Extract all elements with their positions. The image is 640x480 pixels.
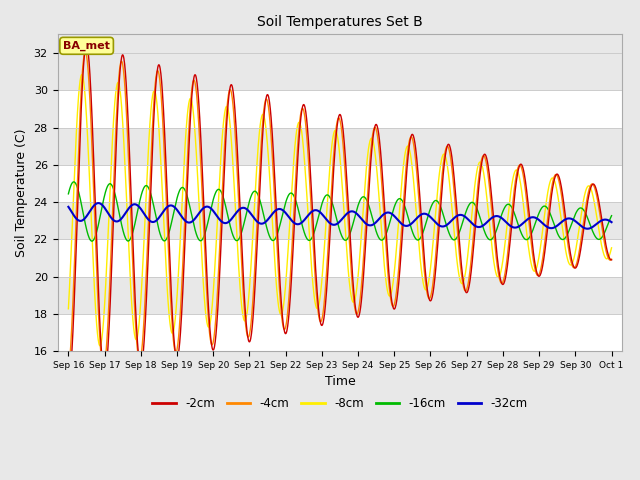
Title: Soil Temperatures Set B: Soil Temperatures Set B: [257, 15, 423, 29]
Bar: [58, 90, 623, 128]
X-axis label: Time: Time: [324, 375, 355, 388]
Bar: [58, 165, 623, 202]
Legend: -2cm, -4cm, -8cm, -16cm, -32cm: -2cm, -4cm, -8cm, -16cm, -32cm: [147, 393, 532, 415]
Text: BA_met: BA_met: [63, 41, 110, 51]
Y-axis label: Soil Temperature (C): Soil Temperature (C): [15, 129, 28, 257]
Bar: [58, 314, 623, 351]
Bar: [58, 240, 623, 276]
